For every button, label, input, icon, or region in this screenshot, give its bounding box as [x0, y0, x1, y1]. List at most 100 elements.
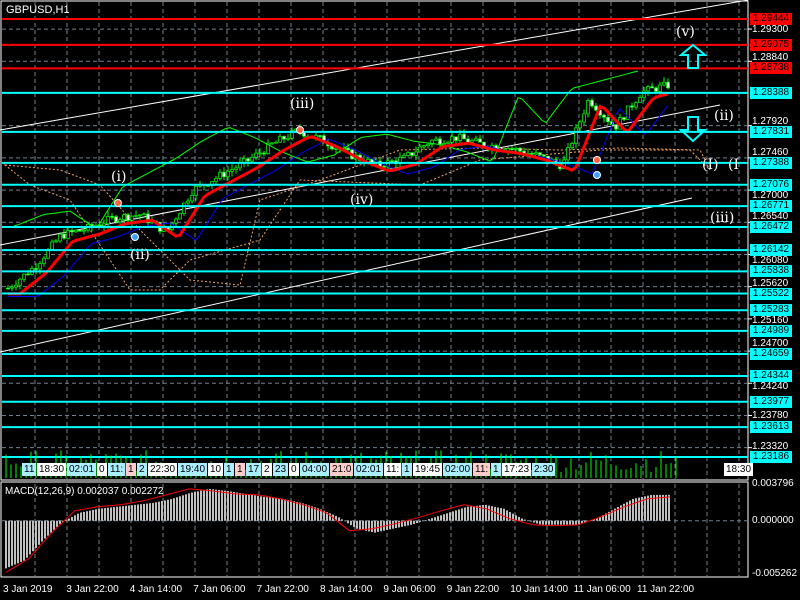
price-axis-label: 1.25620 [752, 278, 789, 289]
candle-body [126, 214, 130, 221]
candle-body [346, 147, 350, 150]
candle-body [82, 229, 86, 232]
candle-body [138, 214, 142, 217]
time-tag: 11: [473, 463, 491, 476]
signal-marker-icon [593, 171, 601, 179]
candle-body [230, 169, 234, 172]
time-tag: 1 [235, 463, 245, 476]
price-axis-label: 1.26080 [752, 255, 789, 266]
price-level-label: 1.23186 [750, 451, 792, 464]
candle-body [418, 146, 422, 153]
candle-body [646, 86, 650, 92]
price-axis-label: 1.27000 [752, 190, 789, 201]
candle-body [18, 278, 22, 286]
candle-body [50, 241, 54, 250]
wave-label: (ii) [714, 108, 734, 124]
time-tag: 1 [126, 463, 136, 476]
candle-body [514, 147, 518, 150]
price-level-label: 1.27388 [750, 156, 792, 169]
time-tag: 02:00 [443, 463, 473, 476]
candle-body [218, 171, 222, 179]
candle-body [194, 186, 198, 196]
price-axis-label: 1.26540 [752, 211, 789, 222]
arrow-down-icon [678, 116, 708, 143]
time-axis-label: 3 Jan 22:00 [66, 584, 119, 595]
candle-body [26, 273, 30, 276]
candle-body [286, 137, 290, 140]
candle-body [114, 216, 118, 223]
candle-body [134, 215, 138, 217]
candle-body [122, 214, 126, 220]
time-tag: 18:30 [37, 463, 67, 476]
candle-body [14, 284, 18, 288]
price-level-label: 1.29444 [750, 13, 792, 25]
candle-body [254, 152, 258, 158]
price-axis-label: 1.23320 [752, 441, 789, 452]
candle-body [574, 127, 578, 145]
candle-body [118, 219, 122, 223]
candle-body [430, 139, 434, 145]
time-axis-label: 3 Jan 2019 [3, 584, 53, 595]
price-axis-label: 1.29300 [752, 24, 789, 35]
time-tag: 02:01 [354, 463, 384, 476]
price-axis-label: 1.23780 [752, 410, 789, 421]
price-level-label: 1.23613 [750, 421, 792, 434]
candle-body [258, 152, 262, 155]
wave-label: (i) [111, 169, 127, 185]
wave-label: (I) [702, 157, 719, 173]
candle-body [642, 90, 646, 98]
candle-body [414, 151, 418, 156]
price-level-label: 1.24989 [750, 324, 792, 337]
time-axis-label: 9 Jan 22:00 [446, 584, 500, 595]
candle-body [446, 141, 450, 144]
price-level-label: 1.27076 [750, 178, 792, 191]
macd-axis-label: 0.003796 [752, 478, 794, 489]
time-axis-label: 7 Jan 06:00 [193, 584, 246, 595]
candle-body [466, 138, 470, 143]
candle-body [578, 121, 582, 129]
candle-body [630, 105, 634, 108]
candle-body [42, 257, 46, 264]
candle-body [146, 213, 150, 224]
candle-body [186, 200, 190, 204]
price-level-label: 1.24659 [750, 347, 792, 360]
candle-body [626, 105, 630, 120]
ma-fast-line [8, 92, 669, 296]
candle-body [62, 233, 66, 239]
candle-body [290, 130, 294, 139]
price-level-label: 1.27831 [750, 125, 792, 138]
candle-body [390, 160, 394, 163]
candle-body [406, 152, 410, 156]
candle-body [282, 136, 286, 140]
time-axis-label: 10 Jan 14:00 [510, 584, 569, 595]
candle-body [274, 141, 278, 144]
price-axis-label: 1.28840 [752, 52, 789, 63]
main-frame [0, 0, 749, 481]
candle-body [474, 138, 478, 141]
time-tag: 22:30 [148, 463, 178, 476]
candle-body [450, 136, 454, 143]
macd-axis-label: 0.000000 [752, 515, 794, 526]
candle-body [434, 138, 438, 141]
candle-body [38, 263, 42, 270]
candle-body [6, 287, 10, 290]
candle-body [666, 81, 670, 89]
candle-body [142, 213, 146, 216]
candle-body [538, 152, 542, 156]
candle-body [622, 117, 626, 120]
time-axis-label: 9 Jan 06:00 [383, 584, 436, 595]
macd-frame [0, 481, 749, 578]
candle-body [250, 157, 254, 162]
time-axis-label: 11 Jan 22:00 [637, 584, 695, 595]
signal-marker-icon [131, 233, 139, 241]
time-tag: 0 [97, 463, 107, 476]
candle-body [534, 152, 538, 155]
candle-body [246, 158, 250, 162]
candle-body [562, 159, 566, 170]
candle-body [662, 81, 666, 86]
wave-label: (ii) [130, 247, 150, 263]
candle-body [182, 202, 186, 214]
time-tag: 2 [262, 463, 272, 476]
time-tag: 21:0 [330, 463, 354, 476]
